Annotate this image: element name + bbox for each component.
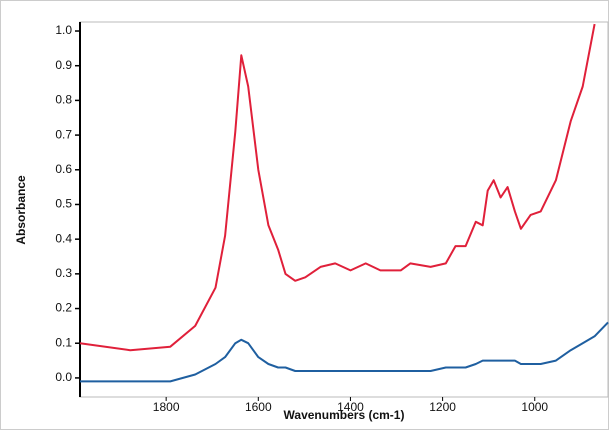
x-tick-label: 1000 [521, 400, 548, 414]
y-tick-label: 0.6 [55, 162, 72, 176]
y-axis-label: Absorbance [14, 175, 28, 245]
series-line [80, 321, 609, 383]
y-tick-label: 0.8 [55, 93, 72, 107]
y-tick-label: 0.9 [55, 58, 72, 72]
y-tick-label: 0.7 [55, 127, 72, 141]
x-tick-label: 1600 [245, 400, 272, 414]
series-line [79, 23, 596, 352]
y-tick-label: 1.0 [55, 23, 72, 37]
x-axis-label: Wavenumbers (cm-1) [284, 408, 405, 422]
y-tick-label: 0.5 [55, 197, 72, 211]
x-tick-label: 1200 [429, 400, 456, 414]
x-tick-label: 1400 [337, 400, 364, 414]
y-tick-label: 0.3 [55, 266, 72, 280]
y-tick-label: 0.1 [55, 335, 72, 349]
y-tick-label: 0.4 [55, 231, 72, 245]
y-tick-label: 0.0 [55, 370, 72, 384]
x-tick-label: 1800 [153, 400, 180, 414]
y-tick-label: 0.2 [55, 301, 72, 315]
